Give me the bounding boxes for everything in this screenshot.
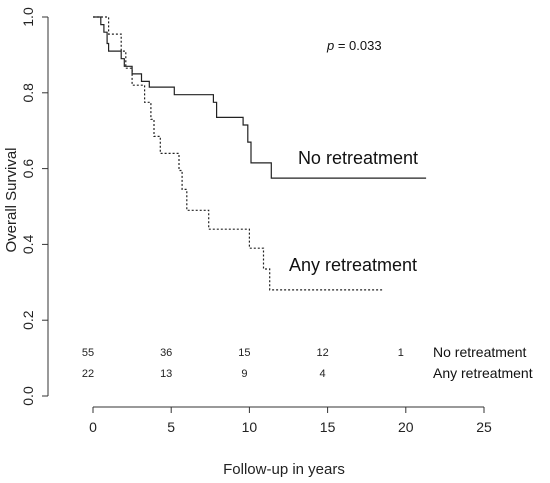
risk-table: 55 36 15 12 1 No retreatment 22 13 9 4 Any retreat… (82, 344, 533, 381)
risk-count: 55 (82, 347, 94, 359)
y-tick-label: 0.2 (20, 310, 36, 330)
risk-count: 13 (160, 368, 172, 380)
y-tick-label: 0.0 (20, 386, 36, 406)
risk-row-label: Any retreatment (433, 365, 533, 381)
x-tick-label: 15 (320, 419, 336, 435)
x-tick-label: 0 (89, 419, 97, 435)
x-axis-title: Follow-up in years (223, 461, 345, 478)
y-tick-label: 0.4 (20, 234, 36, 254)
risk-row-label: No retreatment (433, 344, 526, 360)
curve-label-any-retreatment: Any retreatment (289, 255, 417, 275)
risk-count: 12 (316, 347, 328, 359)
risk-count: 1 (398, 347, 404, 359)
risk-count: 15 (238, 347, 250, 359)
x-tick-label: 25 (476, 419, 492, 435)
x-tick-label: 20 (398, 419, 414, 435)
axes: 0.0 0.2 0.4 0.6 0.8 1.0 0 5 10 15 20 25 Follow-up in… (3, 7, 492, 478)
y-tick-label: 1.0 (20, 7, 36, 27)
y-tick-label: 0.6 (20, 159, 36, 179)
x-tick-label: 10 (242, 419, 258, 435)
survival-curves (93, 16, 427, 291)
risk-count: 22 (82, 368, 94, 380)
curve-label-no-retreatment: No retreatment (298, 148, 418, 168)
risk-count: 9 (241, 368, 247, 380)
curve-no-retreatment (93, 16, 427, 179)
p-value-annotation: p = 0.033 (326, 38, 382, 53)
y-axis-title: Overall Survival (3, 147, 20, 252)
risk-count: 4 (320, 368, 326, 380)
p-value-text: = 0.033 (334, 38, 381, 53)
y-tick-label: 0.8 (20, 83, 36, 103)
curve-any-retreatment (93, 16, 384, 291)
chart-labels: No retreatment Any retreatment p = 0.033 (289, 38, 418, 275)
x-tick-label: 5 (167, 419, 175, 435)
risk-count: 36 (160, 347, 172, 359)
p-value-symbol: p (326, 38, 334, 53)
